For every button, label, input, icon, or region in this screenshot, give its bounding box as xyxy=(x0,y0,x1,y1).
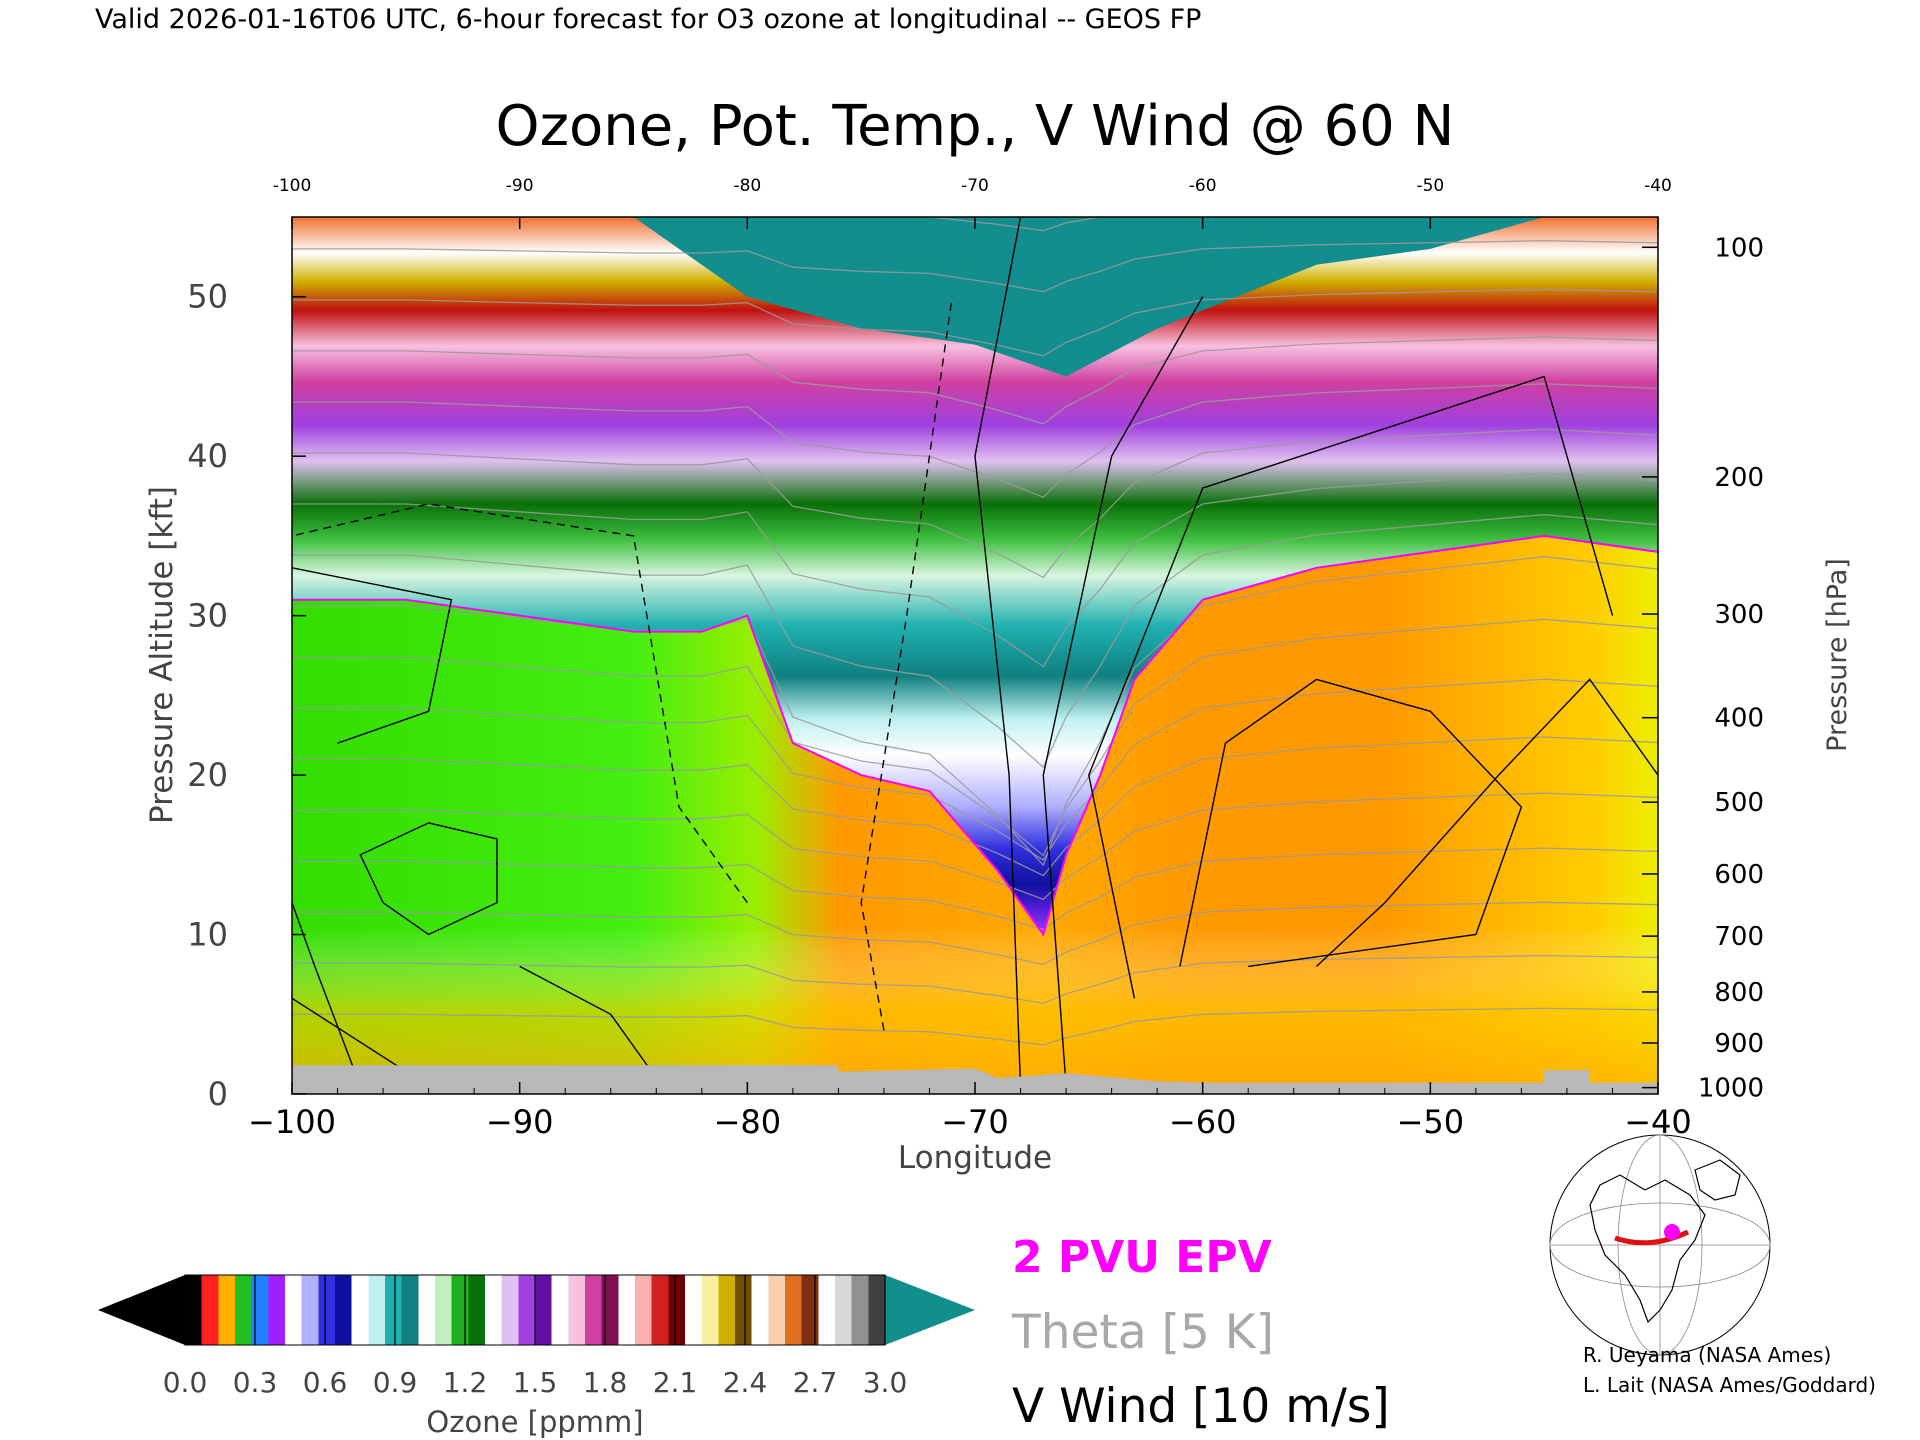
y-tick-label: 20 xyxy=(187,756,228,794)
v-wind-contour xyxy=(1042,296,1204,1087)
x-tick-label: −80 xyxy=(714,1103,782,1141)
x-tick-label-top: -60 xyxy=(1189,176,1217,196)
theta-contour xyxy=(292,240,1658,293)
x-tick-label-top: -100 xyxy=(273,176,312,196)
v-wind-contour xyxy=(1316,678,1658,967)
pressure-tick-label: 700 xyxy=(1714,922,1764,952)
theta-contour xyxy=(292,1007,1658,1046)
theta-contour xyxy=(292,618,1658,857)
v-wind-contours xyxy=(292,217,1658,1087)
location-map xyxy=(1549,1134,1771,1356)
theta-contour xyxy=(292,428,1658,579)
theta-contour xyxy=(292,288,1658,357)
pressure-tick-label: 300 xyxy=(1714,600,1764,630)
y-tick-label: 10 xyxy=(187,916,228,954)
x-tick-label-top: -70 xyxy=(961,176,989,196)
theta-contour xyxy=(292,336,1658,425)
y-tick-label: 40 xyxy=(187,437,228,475)
axes: −100-100−90-90−80-80−70-70−60-60−50-50−4… xyxy=(187,176,1764,1141)
colorbar-tick-label: 2.1 xyxy=(653,1366,698,1399)
chart-title: Ozone, Pot. Temp., V Wind @ 60 N xyxy=(496,94,1455,159)
theta-contour xyxy=(292,847,1658,931)
theta-contour xyxy=(292,678,1658,861)
credit-line-2: L. Lait (NASA Ames/Goddard) xyxy=(1583,1373,1876,1397)
x-tick-label-top: -40 xyxy=(1644,176,1672,196)
x-tick-label: −60 xyxy=(1169,1103,1237,1141)
epv-2pvu-contour xyxy=(292,534,1658,937)
y-tick-label: 30 xyxy=(187,597,228,635)
ozone-colorbar: 0.0 0.3 0.6 0.9 1.2 1.5 1.8 2.1 2.4 2.7 3.0 Ozone … xyxy=(98,1274,975,1439)
y-axis-right-label: Pressure [hPa] xyxy=(1822,558,1853,752)
x-tick-label-top: -90 xyxy=(506,176,534,196)
colorbar-tick-label: 0.0 xyxy=(163,1366,208,1399)
plot-area xyxy=(292,217,1658,1094)
pressure-tick-label: 500 xyxy=(1714,788,1764,818)
colorbar-under-arrow xyxy=(98,1275,185,1345)
colorbar-tick-label: 0.3 xyxy=(233,1366,278,1399)
stratosphere-ozone-bands xyxy=(292,217,1658,935)
map-coastline xyxy=(1694,1159,1741,1201)
pressure-tick-label: 100 xyxy=(1714,233,1764,263)
y-tick-label: 0 xyxy=(208,1075,228,1113)
x-tick-label-top: -80 xyxy=(733,176,761,196)
pressure-tick-label: 600 xyxy=(1714,860,1764,890)
pressure-tick-label: 800 xyxy=(1714,978,1764,1008)
valid-time-header: Valid 2026-01-16T06 UTC, 6-hour forecast… xyxy=(95,4,1201,35)
v-wind-contour xyxy=(1088,375,1614,999)
x-axis-label: Longitude xyxy=(898,1140,1052,1176)
colorbar-tick-label: 2.4 xyxy=(723,1366,768,1399)
theta-contours xyxy=(292,217,1658,1046)
legend-vwind: V Wind [10 m/s] xyxy=(1012,1379,1390,1434)
v-wind-contour xyxy=(519,965,657,1079)
v-wind-contour xyxy=(292,902,361,1087)
map-marker xyxy=(1664,1224,1680,1240)
pressure-tick-label: 400 xyxy=(1714,704,1764,734)
theta-contour xyxy=(292,954,1658,1004)
map-coastline xyxy=(1589,1174,1706,1324)
colorbar-over-arrow xyxy=(885,1275,975,1345)
v-wind-contour xyxy=(860,296,953,1031)
theta-contour xyxy=(292,736,1658,877)
theta-contour xyxy=(292,217,1658,232)
legend-epv: 2 PVU EPV xyxy=(1012,1232,1272,1283)
colorbar-tick-label: 0.9 xyxy=(373,1366,418,1399)
colorbar-tick-label: 1.8 xyxy=(583,1366,628,1399)
theta-contour xyxy=(292,513,1658,769)
ground-mask xyxy=(292,1065,1658,1094)
colorbar-label: Ozone [ppmm] xyxy=(426,1405,643,1439)
x-tick-label: −70 xyxy=(941,1103,1009,1141)
legend-theta: Theta [5 K] xyxy=(1011,1305,1274,1360)
v-wind-contour xyxy=(359,822,498,936)
colorbar-tick-label: 1.5 xyxy=(513,1366,558,1399)
x-tick-label: −90 xyxy=(486,1103,554,1141)
colorbar-tick-label: 1.2 xyxy=(443,1366,488,1399)
theta-contour xyxy=(292,472,1658,668)
colorbar-tick-label: 0.6 xyxy=(303,1366,348,1399)
x-tick-label-top: -50 xyxy=(1416,176,1444,196)
v-wind-contour xyxy=(1179,678,1523,968)
theta-contour xyxy=(292,901,1658,966)
pressure-tick-label: 900 xyxy=(1714,1029,1764,1059)
v-wind-contour xyxy=(292,567,453,744)
colorbar-tick-label: 2.7 xyxy=(793,1366,838,1399)
credit-line-1: R. Ueyama (NASA Ames) xyxy=(1583,1343,1831,1367)
pressure-tick-label: 200 xyxy=(1714,463,1764,493)
x-tick-label: −50 xyxy=(1397,1103,1465,1141)
x-tick-label: −100 xyxy=(248,1103,336,1141)
y-tick-label: 50 xyxy=(187,278,228,316)
theta-contour xyxy=(292,383,1658,499)
v-wind-contour xyxy=(292,503,748,904)
pressure-tick-label: 1000 xyxy=(1698,1074,1764,1104)
v-wind-contour xyxy=(974,217,1022,1087)
map-section-line xyxy=(1614,1229,1690,1246)
y-axis-left-label: Pressure Altitude [kft] xyxy=(144,486,180,824)
colorbar-tick-label: 3.0 xyxy=(863,1366,908,1399)
theta-contour xyxy=(292,792,1658,901)
